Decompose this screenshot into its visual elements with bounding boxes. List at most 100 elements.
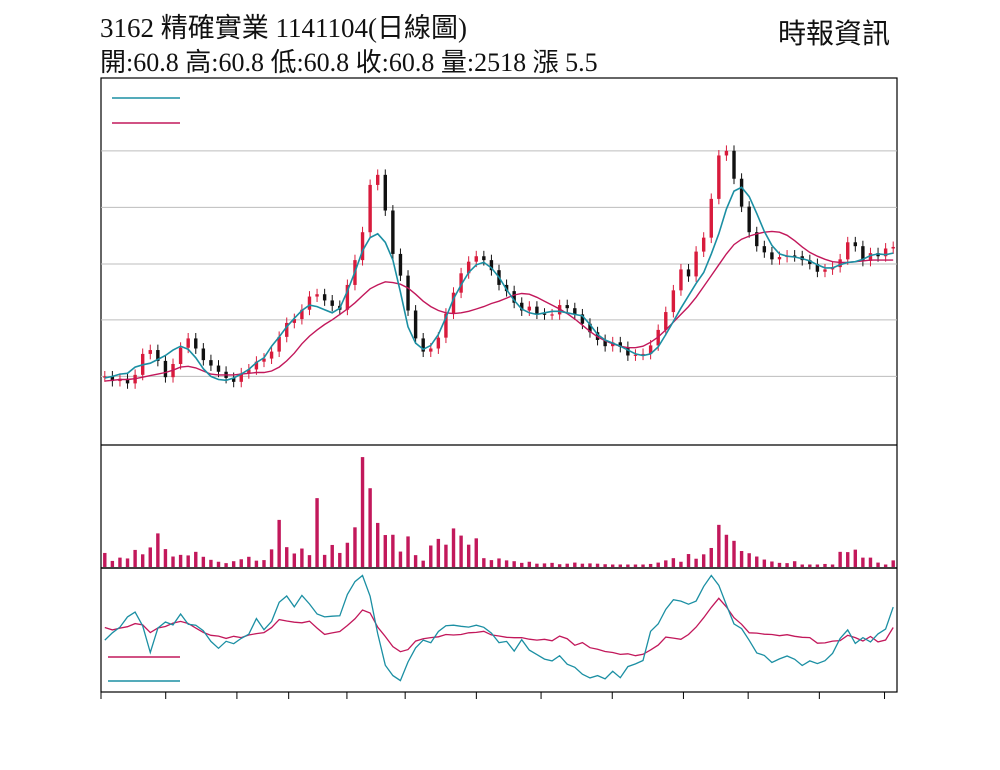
candle-body [307,296,312,310]
candle-body [482,256,486,261]
volume-bar [338,552,342,567]
volume-bar [611,564,615,567]
candle-body [565,305,569,309]
candle-body [444,313,448,338]
ma30-line [104,230,894,382]
ma10-line [104,186,894,382]
volume-bar [732,540,736,567]
candle-body [103,376,107,378]
candle-body [254,361,259,370]
candle-body [747,206,751,233]
volume-bar [762,559,767,567]
volume-bar [755,556,759,567]
volume-bar [626,564,630,567]
volume-bar [527,561,532,567]
volume-bar [429,545,433,567]
volume-bar [451,528,456,567]
candle-body [732,150,736,179]
volume-bar [883,564,888,567]
candle-body [247,369,251,374]
volume-bar [838,551,842,567]
candle-body [671,290,676,313]
volume-bar [292,553,297,567]
volume-bar [383,535,387,567]
candle-body [755,232,759,247]
volume-bar [247,556,251,567]
volume-bar [891,560,895,567]
volume-bar [118,557,122,567]
candle-body [535,306,539,314]
candle-body [580,314,585,324]
candle-body [603,339,607,347]
candle-body [148,350,152,354]
volume-bar [262,560,266,567]
volume-bar [709,547,713,567]
volume-bar [285,547,289,567]
candle-body [269,351,274,359]
volume-bar [770,561,774,567]
volume-bar [436,538,441,567]
candle-body [868,253,873,261]
volume-bar [482,558,486,567]
candle-body [694,251,698,277]
candle-body [626,346,630,356]
volume-bar [194,551,198,567]
candle-body [110,376,115,382]
volume-bar [209,559,213,567]
volume-bar [868,557,873,567]
volume-bar [876,562,880,567]
candle-body [315,294,319,297]
volume-bar [231,561,236,567]
volume-bar [413,555,418,567]
source-label: 時報資訊 [778,19,891,50]
volume-bar [557,564,562,567]
candle-body [709,198,713,238]
candle-body [398,253,403,276]
candle-body [550,314,554,316]
candle-body [156,350,160,361]
candle-body [686,269,691,277]
volume-bar [489,560,494,567]
candle-body [542,313,547,315]
volume-bar [535,563,539,567]
volume-bar [808,564,812,567]
candle-body [701,237,706,252]
volume-bar [853,549,858,567]
candle-body [739,178,744,207]
candle-body [883,248,888,257]
candle-body [641,353,645,356]
candle-body [292,319,297,323]
volume-bar [375,522,380,567]
volume-bar [300,548,304,567]
volume-bar [717,524,721,567]
candle-body [777,257,782,260]
volume-bar [830,564,835,567]
candle-body [451,292,456,314]
candle-body [421,338,425,352]
candle-body [178,347,183,365]
volume-bar [186,555,190,567]
candle-body [853,242,858,247]
candle-body [838,259,842,268]
volume-bar [322,554,327,567]
candle-body [512,291,516,303]
volume-bar [664,560,668,567]
candle-body [770,252,774,260]
candle-body [429,348,433,352]
volume-bar [345,542,350,567]
candle-body [239,373,243,382]
volume-bar [823,563,827,567]
candle-body [489,260,494,271]
candle-body [125,378,130,384]
volume-bar [573,562,577,567]
volume-bar [565,563,569,567]
candle-body [375,174,380,185]
volume-bar [466,544,471,567]
volume-bar [618,564,623,567]
candle-body [815,264,820,272]
candle-body [345,284,350,310]
volume-bar [444,544,448,567]
volume-bar [686,554,691,567]
volume-bar [474,538,478,567]
